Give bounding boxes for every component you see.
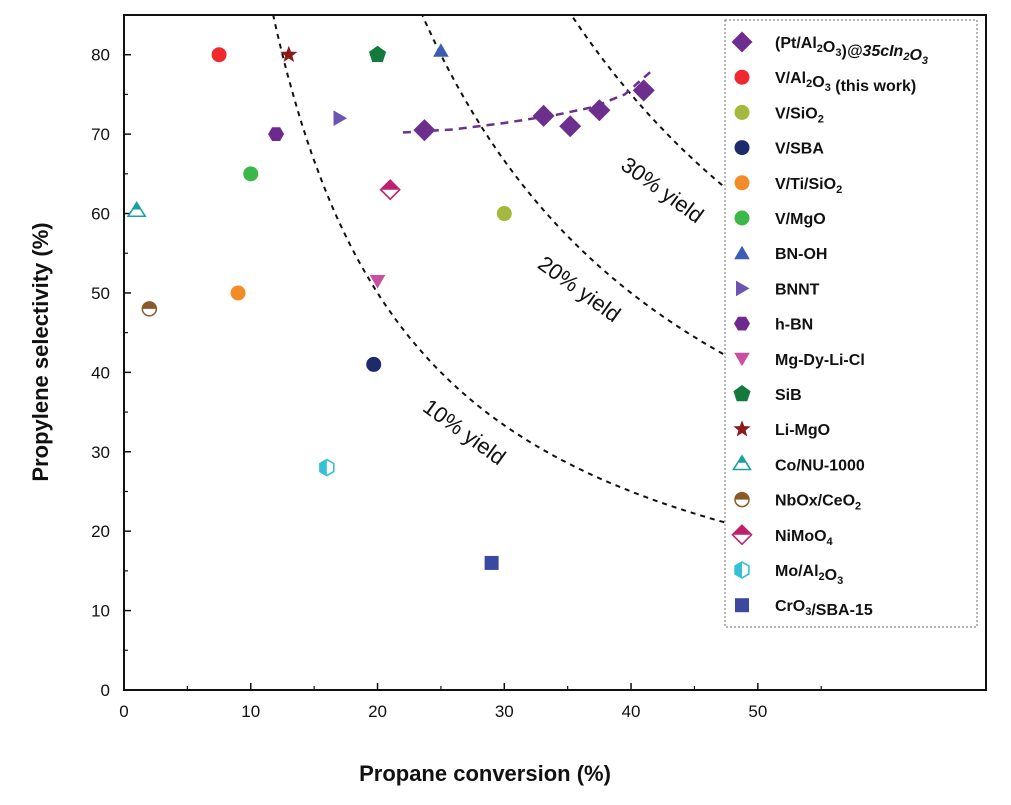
legend-label: NbOx/CeO2	[775, 493, 861, 513]
legend: (Pt/Al2O3)@35cIn2O3 V/Al2O3 (this work) V/…	[724, 19, 978, 628]
legend-label: NiMoO4	[775, 528, 834, 548]
legend-label: CrO3/SBA-15	[775, 598, 873, 619]
data-point-circle-half	[141, 301, 158, 317]
legend-label: V/Al2O3 (this work)	[775, 70, 916, 95]
axis-ticks: 0 10 20 30 40 50 0 10 20 30 40 50 60 70 80	[91, 14, 822, 721]
yield-labels: 10% yield 20% yield 30% yield	[418, 152, 708, 470]
legend-marker-diamond	[731, 31, 753, 53]
legend-label: V/SBA	[775, 141, 824, 158]
legend-label: V/MgO	[775, 211, 826, 228]
data-point-star	[280, 45, 298, 62]
legend-label: Li-MgO	[775, 422, 830, 439]
x-tick-label: 0	[119, 702, 128, 721]
data-point-circle	[366, 356, 382, 372]
data-point-diamond	[559, 115, 582, 138]
data-point-circle	[230, 285, 246, 301]
x-tick-label: 50	[748, 702, 767, 721]
legend-label: SiB	[775, 387, 802, 404]
legend-box	[724, 19, 978, 628]
legend-marker-circle	[734, 140, 750, 156]
x-tick-label: 30	[495, 702, 514, 721]
y-tick-label: 50	[91, 284, 110, 303]
legend-marker-hexagon	[734, 316, 750, 331]
yield-label-10: 10% yield	[418, 394, 510, 470]
legend-label: h-BN	[775, 317, 813, 334]
x-axis-title: Propane conversion (%)	[359, 761, 611, 786]
data-point-diamond	[632, 79, 655, 102]
y-axis-title: Propylene selectivity (%)	[28, 222, 53, 481]
legend-marker-circle	[734, 104, 750, 120]
data-point-circle	[496, 206, 512, 222]
data-point-square	[484, 555, 499, 570]
data-point-triangle-down	[369, 275, 386, 289]
y-tick-label: 20	[91, 522, 110, 541]
legend-marker-hexagon-half	[734, 561, 750, 579]
yield-label-30: 30% yield	[616, 152, 708, 228]
y-tick-label: 0	[101, 681, 110, 700]
data-point-diamond	[588, 99, 611, 122]
legend-marker-circle-half	[734, 491, 750, 508]
data-point-triangle-up-half	[126, 201, 147, 218]
data-points	[126, 43, 655, 570]
y-tick-label: 60	[91, 205, 110, 224]
x-tick-label: 10	[241, 702, 260, 721]
legend-marker-circle	[734, 210, 750, 226]
data-point-hexagon-half	[319, 458, 335, 477]
plot-frame	[123, 14, 987, 691]
legend-marker-triangle-down	[734, 352, 750, 367]
legend-marker-star	[733, 420, 751, 437]
data-point-hexagon	[268, 127, 285, 141]
data-point-diamond-half	[379, 179, 401, 201]
legend-label: (Pt/Al2O3)@35cIn2O3	[775, 35, 928, 67]
legend-label: BNNT	[775, 281, 820, 298]
y-tick-label: 70	[91, 125, 110, 144]
data-point-pentagon	[369, 45, 387, 62]
legend-marker-circle	[734, 69, 750, 85]
legend-marker-pentagon	[733, 385, 751, 402]
data-point-circle	[243, 166, 259, 182]
legend-marker-square	[735, 598, 749, 613]
data-point-diamond	[413, 119, 436, 142]
legend-marker-circle	[734, 175, 750, 191]
legend-label: V/SiO2	[775, 105, 824, 125]
legend-label: V/Ti/SiO2	[775, 176, 842, 196]
legend-marker-triangle-up-half	[732, 454, 752, 471]
data-point-diamond	[532, 104, 555, 127]
trend-line-series-0	[402, 71, 651, 134]
legend-label: Co/NU-1000	[775, 457, 865, 474]
legend-marker-diamond-half	[731, 524, 753, 546]
data-point-triangle-up	[433, 43, 449, 57]
legend-label: Mg-Dy-Li-Cl	[775, 352, 865, 369]
y-tick-label: 10	[91, 602, 110, 621]
legend-label: Mo/Al2O3	[775, 563, 843, 587]
y-tick-label: 80	[91, 46, 110, 65]
legend-label: BN-OH	[775, 246, 827, 263]
data-point-circle	[211, 47, 227, 63]
legend-marker-triangle-right	[736, 280, 750, 297]
legend-marker-triangle-up	[734, 245, 750, 260]
y-tick-label: 30	[91, 443, 110, 462]
y-tick-label: 40	[91, 363, 110, 382]
yield-label-20: 20% yield	[533, 251, 625, 327]
trend-lines	[402, 71, 651, 134]
x-tick-label: 40	[622, 702, 641, 721]
data-point-triangle-right	[333, 110, 347, 126]
x-tick-label: 20	[368, 702, 387, 721]
